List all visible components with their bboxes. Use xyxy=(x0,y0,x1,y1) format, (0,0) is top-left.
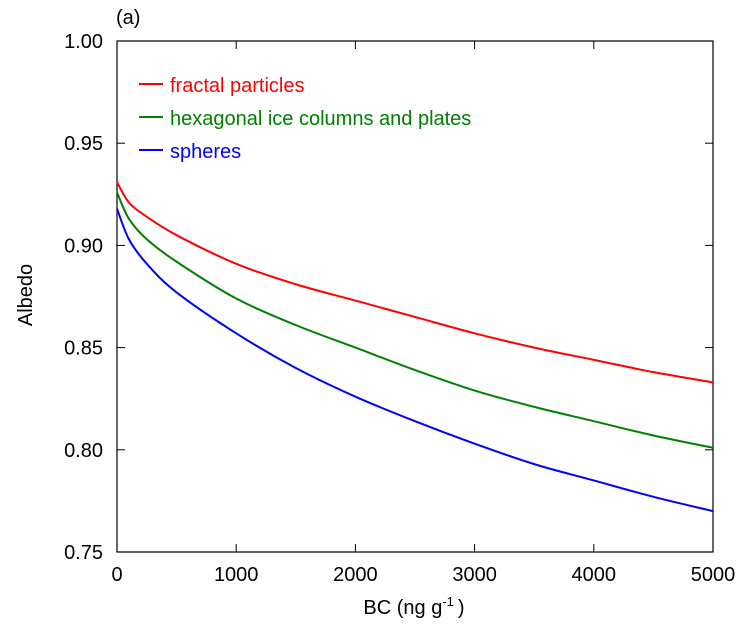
x-tick-label: 0 xyxy=(111,564,122,586)
y-tick-label: 1.00 xyxy=(64,31,103,53)
x-tick-label: 5000 xyxy=(691,564,736,586)
legend: fractal particles hexagonal ice columns a… xyxy=(139,75,471,163)
y-tick-label: 0.80 xyxy=(64,440,103,462)
y-tick-label: 0.95 xyxy=(64,133,103,155)
x-tick-label: 3000 xyxy=(452,564,497,586)
series-line-spheres xyxy=(116,208,714,513)
y-tick-label: 0.85 xyxy=(64,338,103,360)
series-line-fractal-particles xyxy=(116,181,714,384)
legend-label-fractal-particles: fractal particles xyxy=(170,75,305,97)
legend-label-spheres: spheres xyxy=(170,141,241,163)
y-tick-label: 0.90 xyxy=(64,235,103,257)
legend-label-hexagonal-ice-columns-and-plates: hexagonal ice columns and plates xyxy=(170,108,471,130)
x-axis-label-close: ) xyxy=(458,597,465,619)
x-tick-label: 4000 xyxy=(572,564,617,586)
x-axis-label-main: BC (ng g xyxy=(363,597,442,619)
ticks-layer: 0 1000 2000 3000 4000 5000 0.75 0.80 0.85 0.90 0.9… xyxy=(64,31,735,586)
x-axis-label: BC (ng g-1) xyxy=(363,594,464,619)
x-tick-label: 2000 xyxy=(333,564,378,586)
series-layer xyxy=(116,181,714,513)
y-axis-label: Albedo xyxy=(15,264,37,326)
x-tick-label: 1000 xyxy=(214,564,259,586)
y-tick-label: 0.75 xyxy=(64,542,103,564)
panel-label: (a) xyxy=(116,7,140,29)
x-axis-label-superscript: -1 xyxy=(442,594,454,609)
plot-area xyxy=(116,40,714,553)
plot-frame xyxy=(116,40,714,553)
series-line-hexagonal-ice-columns-and-plates xyxy=(116,191,714,449)
